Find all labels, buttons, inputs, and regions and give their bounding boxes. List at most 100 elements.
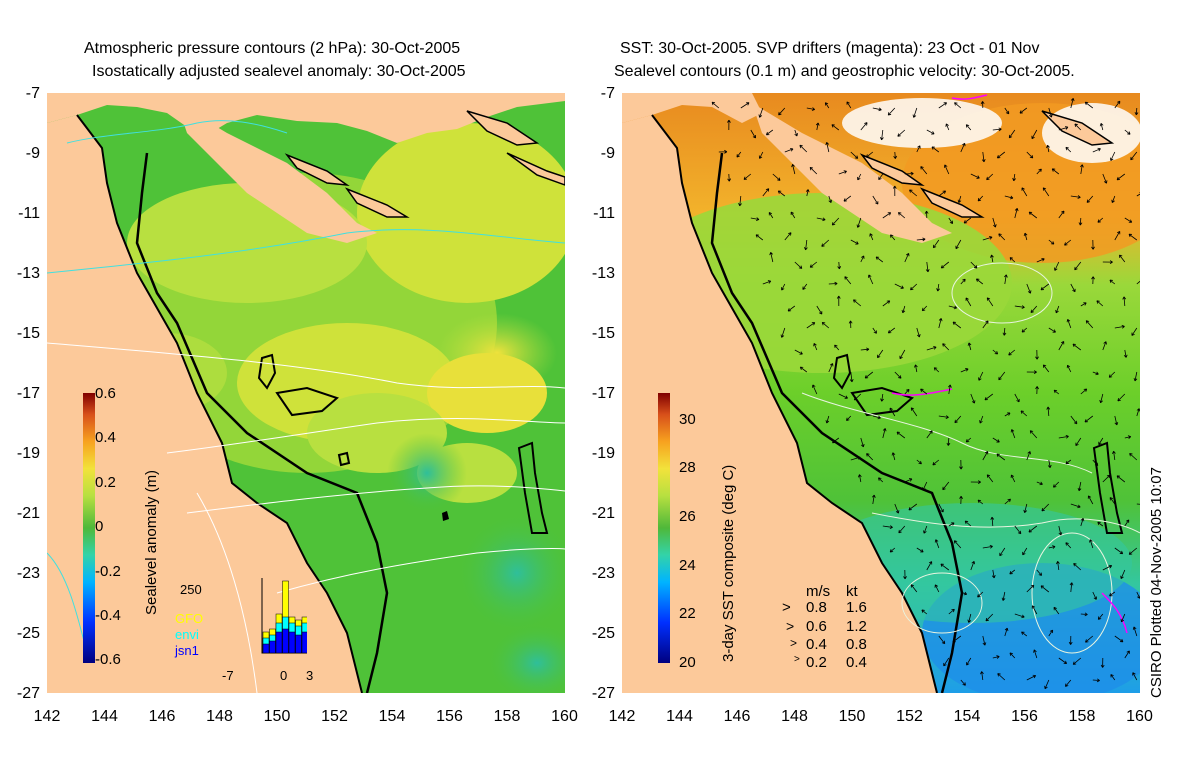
- velocity-arrow: [736, 151, 742, 158]
- velocity-arrow: [1117, 393, 1126, 402]
- velocity-arrow: [1110, 151, 1116, 161]
- velocity-arrow: [1065, 459, 1072, 465]
- left-lat-tick: -19: [16, 445, 40, 462]
- velocity-arrow: [750, 129, 757, 139]
- velocity-arrow: [1114, 415, 1119, 426]
- velocity-arrow: [965, 124, 972, 131]
- velocity-arrow: [938, 635, 946, 645]
- velocity-arrow: [1120, 613, 1126, 623]
- velocity-arrow: [896, 431, 906, 439]
- velocity-arrow: [743, 173, 752, 180]
- left-lat-tick: -27: [16, 685, 40, 702]
- velocity-arrow: [1068, 635, 1073, 645]
- left-lat-tick: -25: [16, 625, 40, 642]
- velocity-arrow: [838, 170, 847, 175]
- velocity-arrow: [965, 297, 972, 307]
- velocity-arrow: [967, 342, 972, 351]
- velocity-arrow: [1019, 107, 1028, 114]
- velocity-arrow: [1092, 678, 1100, 683]
- velocity-arrow: [1036, 257, 1045, 263]
- velocity-arrow: [1085, 635, 1094, 643]
- land-png-peninsula: [177, 103, 377, 243]
- velocity-arrow: [1080, 302, 1087, 307]
- velocity-arrow: [790, 211, 796, 219]
- velocity-arrow: [1031, 129, 1038, 140]
- velocity-arrow: [1097, 217, 1104, 223]
- velocity-arrow: [1008, 129, 1016, 139]
- left-lat-tick: -9: [25, 145, 40, 162]
- left-cb-tick-2: 0.2: [95, 474, 116, 491]
- velocity-arrow: [1035, 349, 1039, 360]
- velocity-arrow: [727, 119, 731, 131]
- velocity-arrow: [952, 321, 962, 329]
- velocity-arrow: [996, 453, 1006, 461]
- velocity-arrow: [1021, 631, 1028, 637]
- velocity-arrow: [1058, 657, 1068, 665]
- velocity-arrow: [1064, 239, 1072, 246]
- velocity-arrow: [924, 210, 929, 219]
- velocity-arrow: [1114, 100, 1121, 109]
- left-lat-tick: -11: [18, 205, 40, 222]
- velocity-arrow: [970, 173, 980, 179]
- velocity-arrow: [1136, 278, 1140, 285]
- velocity-arrow: [1035, 386, 1039, 395]
- velocity-arrow: [864, 371, 874, 379]
- velocity-arrow: [772, 173, 781, 181]
- left-title-line1: Atmospheric pressure contours (2 hPa): 3…: [84, 40, 461, 57]
- velocity-arrow: [1124, 217, 1133, 223]
- velocity-arrow: [1098, 437, 1104, 446]
- velocity-arrow: [934, 584, 940, 593]
- velocity-arrow: [897, 129, 906, 137]
- velocity-arrow: [1058, 434, 1069, 439]
- velocity-arrow: [904, 388, 910, 395]
- plot-credit: CSIRO Plotted 04-Nov-2005 10:07: [1148, 467, 1165, 698]
- right-lon-tick: 160: [1126, 708, 1153, 725]
- velocity-arrow: [977, 195, 984, 202]
- left-colorbar-label: Sealevel anomaly (m): [143, 469, 160, 615]
- velocity-arrow: [940, 261, 950, 269]
- velocity-arrow: [938, 102, 948, 109]
- velocity-arrow: [875, 256, 884, 263]
- right-lon-tick: 142: [608, 708, 636, 725]
- right-lat-tick: -27: [591, 685, 615, 702]
- velocity-arrow: [982, 320, 989, 329]
- velocity-arrow: [910, 407, 918, 417]
- velocity-arrow: [1102, 173, 1108, 184]
- right-title-line1: SST: 30-Oct-2005. SVP drifters (magenta)…: [620, 40, 1040, 57]
- velocity-arrow: [872, 415, 881, 420]
- velocity-arrow: [1048, 107, 1053, 118]
- velocity-arrow: [959, 459, 963, 470]
- velocity-arrow: [916, 547, 924, 553]
- right-lat-tick: -9: [600, 145, 615, 162]
- velocity-arrow: [1091, 239, 1095, 250]
- velocity-arrow: [1051, 168, 1060, 175]
- velocity-arrow: [1074, 123, 1082, 131]
- velocity-arrow: [869, 233, 874, 241]
- right-cb-tick-1: 28: [679, 459, 696, 476]
- velocity-arrow: [970, 393, 976, 404]
- left-cb-tick-1: 0.4: [95, 429, 116, 446]
- left-cb-tick-3: 0: [95, 518, 104, 535]
- left-cb-tick-6: -0.6: [95, 651, 121, 668]
- velocity-arrow: [942, 343, 950, 351]
- velocity-arrow: [1116, 475, 1126, 483]
- right-cb-tick-5: 20: [679, 654, 696, 671]
- velocity-arrow: [1065, 146, 1072, 153]
- velocity-arrow: [804, 239, 808, 251]
- velocity-arrow: [860, 347, 870, 352]
- right-map-panel: [622, 93, 1140, 693]
- right-colorbar: [658, 393, 670, 663]
- left-lon-tick: 146: [148, 708, 176, 725]
- velocity-arrow: [853, 393, 862, 401]
- velocity-arrow: [1075, 437, 1082, 447]
- velocity-arrow: [1023, 232, 1028, 241]
- velocity-arrow: [992, 349, 999, 355]
- velocity-arrow: [1129, 452, 1138, 461]
- velocity-arrow: [1053, 606, 1060, 615]
- velocity-arrow: [916, 459, 922, 465]
- velocity-arrow: [806, 107, 816, 111]
- velocity-arrow: [909, 189, 918, 197]
- velocity-arrow: [1009, 652, 1016, 659]
- velocity-arrow: [986, 474, 994, 483]
- velocity-arrow: [762, 280, 772, 285]
